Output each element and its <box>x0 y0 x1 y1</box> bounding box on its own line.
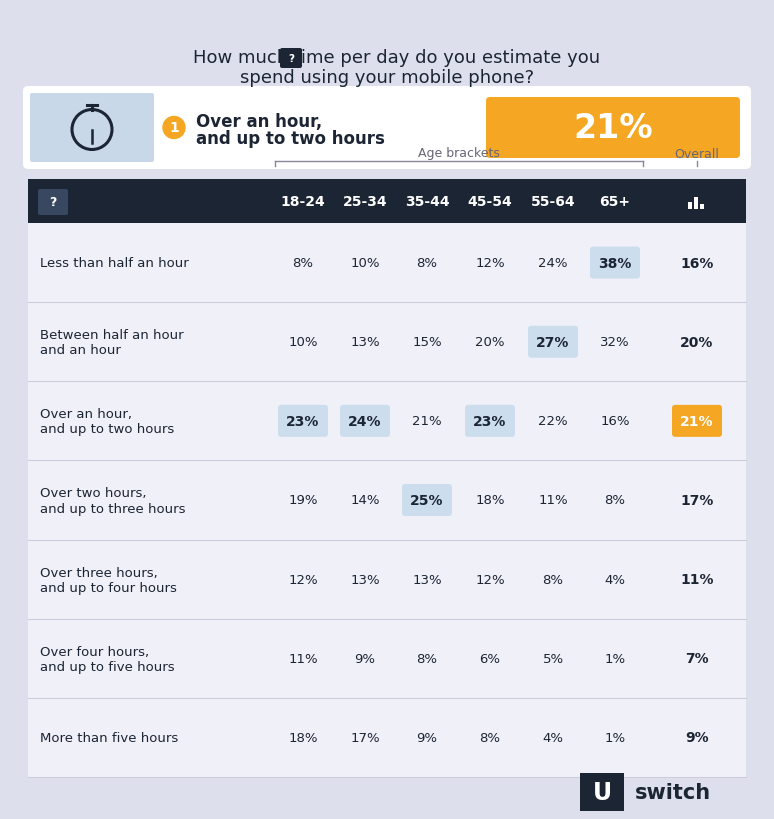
Bar <box>694 197 698 210</box>
FancyBboxPatch shape <box>340 405 390 437</box>
Text: 8%: 8% <box>543 573 563 586</box>
Text: 18-24: 18-24 <box>281 195 325 209</box>
Text: 22%: 22% <box>538 415 568 428</box>
Text: 55-64: 55-64 <box>531 195 575 209</box>
Text: 8%: 8% <box>604 494 625 507</box>
Text: Over an hour,: Over an hour, <box>40 408 132 421</box>
Text: Over two hours,: Over two hours, <box>40 487 146 500</box>
Text: 12%: 12% <box>288 573 318 586</box>
Text: 18%: 18% <box>475 494 505 507</box>
Text: 10%: 10% <box>351 257 380 269</box>
Text: 11%: 11% <box>538 494 568 507</box>
Text: ?: ? <box>50 195 57 208</box>
Text: 5%: 5% <box>543 652 563 665</box>
Text: Over four hours,: Over four hours, <box>40 645 149 658</box>
Text: and up to three hours: and up to three hours <box>40 502 186 515</box>
Text: 16%: 16% <box>601 415 630 428</box>
Text: 20%: 20% <box>680 335 714 349</box>
FancyBboxPatch shape <box>402 484 452 516</box>
Bar <box>688 203 692 210</box>
Text: 13%: 13% <box>350 336 380 349</box>
Text: Less than half an hour: Less than half an hour <box>40 257 189 269</box>
Text: 13%: 13% <box>350 573 380 586</box>
Text: 65+: 65+ <box>600 195 631 209</box>
Text: and up to five hours: and up to five hours <box>40 660 175 673</box>
Text: 35-44: 35-44 <box>405 195 450 209</box>
Text: spend using your mobile phone?: spend using your mobile phone? <box>240 69 534 87</box>
Text: 23%: 23% <box>286 414 320 428</box>
FancyBboxPatch shape <box>590 247 640 279</box>
Text: 8%: 8% <box>416 257 437 269</box>
FancyBboxPatch shape <box>465 405 515 437</box>
Text: 4%: 4% <box>543 731 563 744</box>
FancyBboxPatch shape <box>280 49 302 69</box>
Text: 25-34: 25-34 <box>343 195 387 209</box>
Text: 9%: 9% <box>685 731 709 744</box>
Text: How much time per day do you estimate you: How much time per day do you estimate yo… <box>194 49 601 67</box>
Text: 9%: 9% <box>354 652 375 665</box>
FancyBboxPatch shape <box>528 326 578 358</box>
Text: 12%: 12% <box>475 257 505 269</box>
Text: 16%: 16% <box>680 256 714 270</box>
Text: 17%: 17% <box>680 493 714 508</box>
Text: 14%: 14% <box>351 494 380 507</box>
Text: Over three hours,: Over three hours, <box>40 566 158 579</box>
Text: U: U <box>592 780 611 804</box>
Text: 6%: 6% <box>480 652 501 665</box>
FancyBboxPatch shape <box>486 98 740 159</box>
Text: 19%: 19% <box>288 494 318 507</box>
Text: 1%: 1% <box>604 652 625 665</box>
Text: 23%: 23% <box>474 414 507 428</box>
Text: Between half an hour: Between half an hour <box>40 328 183 342</box>
Text: 18%: 18% <box>288 731 318 744</box>
Text: 12%: 12% <box>475 573 505 586</box>
FancyBboxPatch shape <box>23 87 751 170</box>
Text: More than five hours: More than five hours <box>40 731 178 744</box>
Bar <box>28 180 746 224</box>
Text: 27%: 27% <box>536 335 570 349</box>
Text: Overall: Overall <box>675 147 720 161</box>
Text: 11%: 11% <box>680 572 714 586</box>
Text: and up to two hours: and up to two hours <box>196 129 385 147</box>
Text: 9%: 9% <box>416 731 437 744</box>
FancyBboxPatch shape <box>30 94 154 163</box>
Text: 1: 1 <box>170 121 179 135</box>
Text: 24%: 24% <box>538 257 568 269</box>
Text: 21%: 21% <box>680 414 714 428</box>
FancyBboxPatch shape <box>278 405 328 437</box>
Text: 8%: 8% <box>416 652 437 665</box>
Text: 1%: 1% <box>604 731 625 744</box>
Text: 8%: 8% <box>293 257 313 269</box>
Bar <box>28 180 746 777</box>
Text: switch: switch <box>635 782 711 802</box>
Text: 20%: 20% <box>475 336 505 349</box>
Text: Age brackets: Age brackets <box>418 147 500 161</box>
Text: Over an hour,: Over an hour, <box>196 113 322 131</box>
Bar <box>700 205 704 210</box>
Text: 11%: 11% <box>288 652 318 665</box>
Text: and up to four hours: and up to four hours <box>40 581 177 594</box>
Text: 21%: 21% <box>413 415 442 428</box>
Text: 7%: 7% <box>685 651 709 666</box>
Text: and an hour: and an hour <box>40 344 121 357</box>
Text: 25%: 25% <box>410 493 444 508</box>
Text: 21%: 21% <box>574 112 652 145</box>
Circle shape <box>163 117 185 139</box>
Text: 15%: 15% <box>413 336 442 349</box>
Text: and up to two hours: and up to two hours <box>40 423 174 436</box>
Text: ?: ? <box>288 54 294 64</box>
Text: 45-54: 45-54 <box>467 195 512 209</box>
Text: 10%: 10% <box>288 336 318 349</box>
Text: 38%: 38% <box>598 256 632 270</box>
FancyBboxPatch shape <box>580 773 624 811</box>
Text: 24%: 24% <box>348 414 382 428</box>
Text: 32%: 32% <box>600 336 630 349</box>
Text: 13%: 13% <box>413 573 442 586</box>
FancyBboxPatch shape <box>38 190 68 215</box>
Text: 17%: 17% <box>350 731 380 744</box>
FancyBboxPatch shape <box>672 405 722 437</box>
Text: 4%: 4% <box>604 573 625 586</box>
Text: 8%: 8% <box>480 731 501 744</box>
